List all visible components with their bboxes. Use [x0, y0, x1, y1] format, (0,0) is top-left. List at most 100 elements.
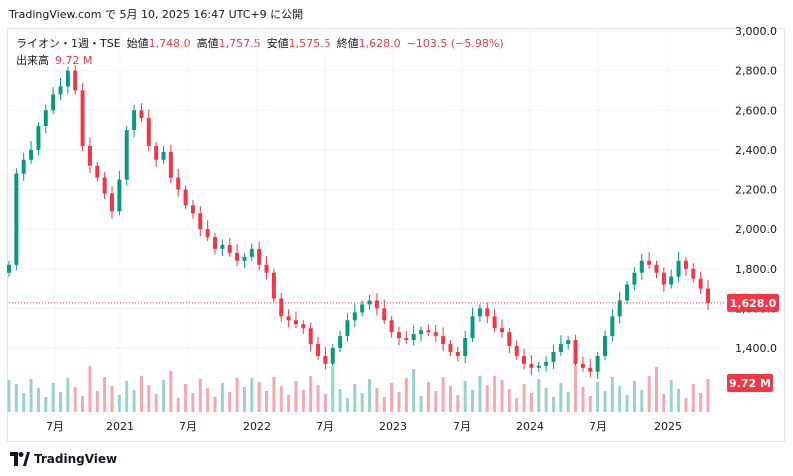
x-tick-label: 2022 — [243, 420, 271, 433]
candle-body — [433, 332, 438, 337]
x-tick-label: 2024 — [516, 420, 544, 433]
candle-body — [529, 363, 534, 368]
volume-bar — [485, 385, 489, 412]
volume-bar — [596, 382, 600, 412]
y-tick-label: 2,600.0 — [735, 104, 777, 117]
candle-body — [566, 340, 571, 345]
candle-body — [625, 284, 630, 301]
volume-bar — [103, 377, 107, 412]
volume-bar — [125, 381, 129, 412]
candle-body — [558, 344, 563, 352]
candle-body — [352, 312, 357, 321]
candle-body — [183, 189, 188, 206]
candle-body — [595, 355, 600, 372]
y-tick-label: 2,400.0 — [735, 144, 777, 157]
candle-body — [691, 268, 696, 279]
symbol-title: ライオン・1週・TSE — [16, 37, 121, 50]
candle-body — [124, 130, 129, 180]
volume-bar — [640, 390, 644, 412]
candle-body — [602, 336, 607, 356]
volume-bar — [684, 398, 688, 412]
volume-bar — [574, 366, 578, 412]
candle-body — [477, 308, 482, 317]
volume-bar — [647, 376, 651, 412]
candle-body — [698, 278, 703, 289]
candle-body — [58, 86, 63, 95]
candle-body — [588, 367, 593, 372]
candle-body — [536, 365, 541, 368]
candle-body — [463, 338, 468, 356]
candle-body — [389, 320, 394, 333]
volume-bar — [544, 388, 548, 412]
candle-body — [683, 260, 688, 269]
volume-bar — [471, 390, 475, 412]
x-tick-label: 7月 — [589, 420, 607, 433]
volume-bar — [353, 384, 357, 412]
volume-bar — [448, 386, 452, 412]
candle-body — [426, 330, 431, 333]
candle-body — [132, 110, 137, 131]
volume-bar — [478, 376, 482, 412]
volume-bar — [191, 393, 195, 412]
candle-body — [492, 316, 497, 329]
volume-bar — [36, 388, 40, 412]
volume-bar — [412, 369, 416, 412]
candle-body — [80, 90, 85, 146]
volume-bar — [625, 395, 629, 412]
candle-body — [190, 205, 195, 214]
candle-body — [485, 308, 490, 317]
volume-bar — [375, 388, 379, 412]
candle-body — [647, 260, 652, 265]
candle-body — [411, 334, 416, 341]
volume-bar — [272, 377, 276, 412]
y-tick-label: 2,800.0 — [735, 65, 777, 78]
x-tick-label: 2025 — [654, 420, 682, 433]
volume-bar — [279, 386, 283, 412]
candle-body — [639, 260, 644, 273]
candle-body — [316, 344, 321, 356]
candle-body — [117, 179, 122, 212]
volume-bar — [242, 387, 246, 412]
candle-body — [65, 70, 70, 87]
candle-body — [102, 177, 107, 194]
volume-bar — [691, 384, 695, 412]
candle-body — [242, 256, 247, 261]
volume-bar — [14, 384, 18, 412]
volume-bar — [441, 377, 445, 412]
candle-body — [661, 272, 666, 285]
candle-body — [360, 304, 365, 313]
candle-body — [279, 298, 284, 317]
volume-bar — [147, 385, 151, 412]
candle-body — [654, 264, 659, 273]
y-tick-label: 2,000.0 — [735, 223, 777, 236]
x-tick-label: 7月 — [316, 420, 334, 433]
candle-body — [345, 320, 350, 337]
x-tick-label: 7月 — [179, 420, 197, 433]
candle-body — [551, 351, 556, 362]
candle-body — [441, 336, 446, 345]
volume-bar — [198, 379, 202, 412]
candle-body — [706, 288, 710, 303]
candle-body — [95, 165, 100, 178]
volume-bar — [368, 379, 372, 412]
footer-brand: TradingView — [34, 452, 118, 466]
volume-bar — [309, 376, 313, 412]
candle-body — [139, 110, 144, 119]
volume-bar — [139, 376, 143, 412]
chart-frame — [7, 28, 785, 442]
volume-bar — [338, 389, 342, 412]
volume-bar — [588, 396, 592, 412]
volume-bar — [515, 398, 519, 412]
candle-body — [257, 248, 262, 265]
volume-bar — [301, 390, 305, 412]
footer: TradingView — [10, 452, 117, 466]
candle-body — [271, 272, 276, 299]
volume-bar — [426, 382, 430, 412]
publish-date: で 5月 10, 2025 16:47 UTC+9 に公開 — [104, 8, 304, 21]
candle-body — [330, 348, 335, 364]
volume-bar — [51, 383, 55, 412]
candle-body — [544, 361, 549, 366]
volume-bar — [206, 388, 210, 412]
low-label: 安値 — [266, 37, 289, 50]
